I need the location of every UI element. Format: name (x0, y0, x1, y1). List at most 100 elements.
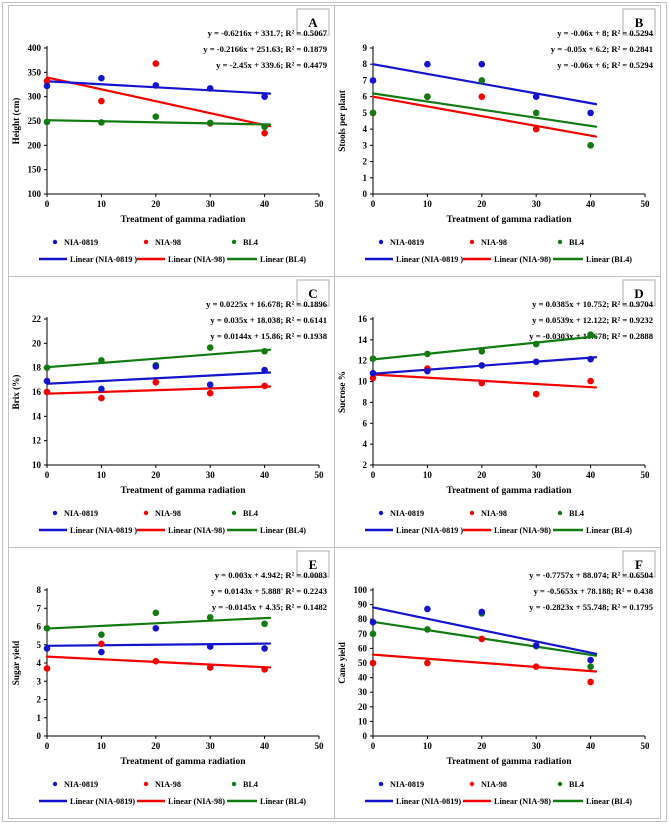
x-tick-label: 40 (586, 470, 596, 480)
chart-panel-a: Ay = -0.6216x + 331.7; R² = 0.5067 y = -0… (11, 8, 330, 264)
point-bl4 (98, 119, 105, 126)
legend-label-nia-98: NIA-98 (155, 780, 181, 789)
y-tick-label: 2 (363, 460, 368, 470)
point-nia-0819 (478, 608, 486, 616)
trend-line-nia-0819 (45, 80, 272, 95)
x-axis-title: Treatment of gamma radiation (121, 486, 247, 496)
x-tick-label: 40 (586, 199, 596, 209)
trend-line-bl4 (45, 119, 272, 126)
point-nia-0819 (43, 82, 51, 90)
equation-nia-0819: y = -0.7757x + 88.074; R² = 0.6504 (529, 570, 653, 580)
panel-letter-box (296, 279, 330, 307)
legend-marker-bl4 (557, 239, 563, 245)
legend-label-bl4: BL4 (243, 509, 258, 518)
legend-marker-bl4 (231, 510, 237, 516)
trend-line-bl4 (45, 348, 272, 369)
point-bl4 (532, 340, 540, 348)
equation-nia-98: y = 0.0144x + 15.86; R² = 0.1938 (210, 331, 327, 341)
equation-nia-0819: y = 0.003x + 4.942; R² = 0.0083 (215, 570, 327, 580)
point-nia-98 (369, 374, 377, 382)
equation-nia-0819: y = 0.0385x + 10.752; R² = 0.9704 (532, 299, 654, 309)
y-axis-title: Stools per plant (337, 89, 347, 152)
y-tick-label: 3 (363, 140, 368, 150)
legend-label-nia-0819: NIA-0819 (64, 509, 98, 518)
point-nia-98 (532, 663, 540, 670)
chart-panel-d: Dy = 0.0385x + 10.752; R² = 0.9704 y = 0.… (337, 279, 656, 535)
point-nia-0819 (532, 642, 540, 649)
y-tick-label: 350 (28, 67, 42, 77)
point-nia-98 (532, 125, 540, 133)
trend-line-bl4 (45, 616, 272, 630)
legend-label-nia-0819: NIA-0819 (64, 780, 98, 789)
point-nia-98 (424, 659, 431, 667)
legend-label-nia-0819: NIA-0819 (64, 238, 98, 247)
y-tick-label: 150 (28, 165, 42, 175)
panel-letter: E (309, 557, 318, 572)
point-bl4 (369, 355, 377, 362)
x-tick-label: 50 (315, 199, 325, 209)
point-nia-98 (478, 379, 486, 387)
y-tick-label: 4 (363, 439, 368, 449)
y-tick-label: 7 (37, 603, 42, 613)
x-axis-title: Treatment of gamma radiation (447, 486, 573, 496)
trend-line-nia-98 (371, 95, 598, 138)
y-tick-label: 400 (28, 43, 42, 53)
y-tick-label: 8 (363, 59, 368, 69)
point-nia-0819 (206, 643, 214, 650)
point-nia-0819 (152, 625, 160, 632)
equation-bl4: y = -0.05x + 6.2; R² = 0.2841 (551, 44, 653, 54)
x-tick-label: 0 (45, 741, 50, 751)
point-bl4 (206, 344, 214, 351)
y-tick-label: 0 (363, 731, 368, 741)
legend-marker-nia-98 (469, 781, 475, 787)
point-nia-98 (43, 665, 51, 672)
legend-label-nia-0819: NIA-0819 (390, 509, 424, 518)
point-bl4 (98, 631, 105, 639)
y-tick-label: 20 (32, 338, 42, 348)
legend-label-nia-98: NIA-98 (481, 780, 507, 789)
x-tick-label: 0 (371, 470, 376, 480)
point-bl4 (261, 123, 268, 131)
panel-letter: F (635, 557, 643, 572)
equation-nia-0819: y = 0.0225x + 16.678; R² = 0.1896 (206, 299, 328, 309)
y-tick-label: 18 (32, 363, 42, 373)
x-tick-label: 30 (206, 741, 216, 751)
chart-panel-f: Fy = -0.7757x + 88.074; R² = 0.6504 y = -… (337, 550, 656, 806)
chart-panel-c: Cy = 0.0225x + 16.678; R² = 0.1896 y = 0.… (11, 279, 330, 535)
legend-line-label-nia-0819: Linear (NIA-0819) (396, 797, 461, 806)
point-bl4 (532, 109, 540, 117)
legend-line-label-nia-98: Linear (NIA-98) (168, 797, 225, 806)
x-tick-label: 20 (477, 470, 487, 480)
legend-label-nia-98: NIA-98 (155, 238, 181, 247)
legend-line-label-nia-0819: Linear (NIA-0819 ) (396, 255, 463, 264)
legend-marker-nia-0819 (52, 239, 58, 245)
y-tick-label: 4 (363, 124, 368, 134)
y-tick-label: 100 (354, 585, 368, 595)
point-nia-98 (369, 659, 377, 667)
equation-bl4: y = -0.5653x + 78.188; R² = 0.438 (534, 586, 654, 596)
point-nia-0819 (43, 377, 51, 385)
equation-nia-0819: y = -0.6216x + 331.7; R² = 0.5067 (208, 28, 328, 38)
x-tick-label: 20 (151, 741, 161, 751)
point-nia-0819 (424, 60, 431, 68)
point-bl4 (43, 118, 51, 126)
y-tick-label: 6 (37, 622, 42, 632)
equation-nia-98: y = -0.06x + 6; R² = 0.5294 (557, 60, 654, 70)
panel-letter: C (308, 286, 317, 301)
x-tick-label: 10 (97, 470, 107, 480)
legend-label-nia-0819: NIA-0819 (390, 238, 424, 247)
point-nia-0819 (98, 385, 105, 393)
legend-label-bl4: BL4 (569, 238, 584, 247)
point-nia-98 (261, 129, 268, 137)
panel-letter-box (296, 550, 330, 578)
point-nia-98 (587, 377, 594, 385)
legend-line-label-bl4: Linear (BL4) (586, 526, 632, 535)
y-tick-label: 16 (358, 314, 368, 324)
trend-line-bl4 (371, 92, 598, 128)
y-tick-label: 14 (358, 335, 368, 345)
trend-line-nia-0819 (371, 63, 598, 106)
panel-letter: A (308, 15, 318, 30)
